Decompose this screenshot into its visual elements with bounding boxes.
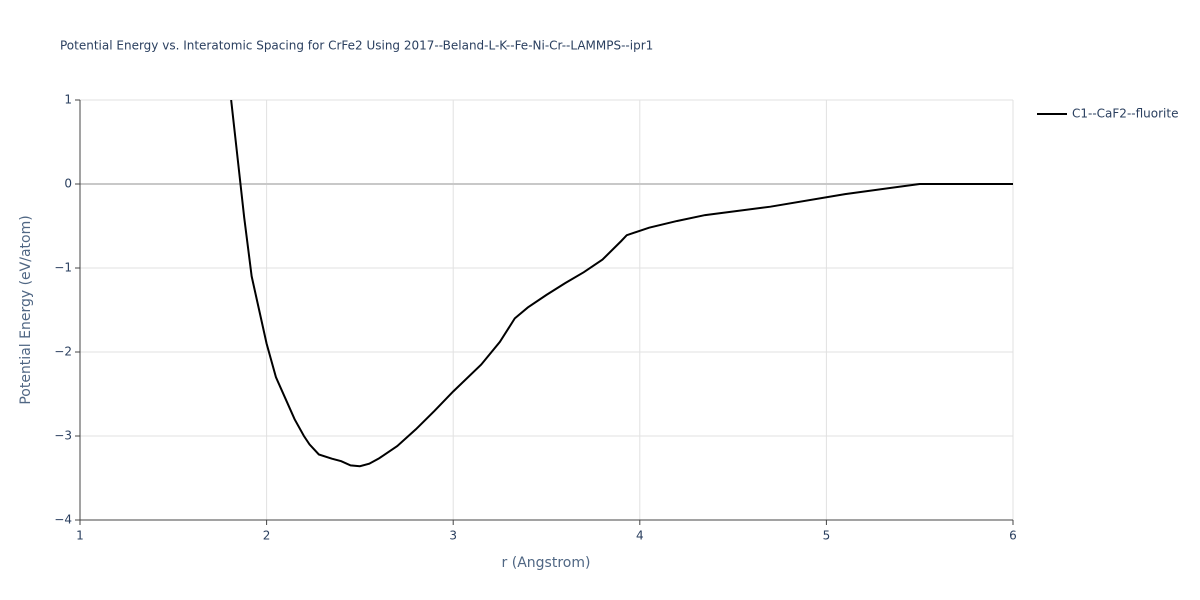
legend: C1--CaF2--fluorite bbox=[1037, 107, 1178, 121]
series-line bbox=[230, 100, 1013, 468]
y-axis-title: Potential Energy (eV/atom) bbox=[18, 215, 34, 404]
x-tick-label: 2 bbox=[263, 529, 271, 543]
chart-title: Potential Energy vs. Interatomic Spacing… bbox=[60, 39, 653, 53]
y-tick-label: −2 bbox=[54, 345, 72, 359]
plot-area bbox=[230, 100, 1013, 468]
x-tick-label: 4 bbox=[636, 529, 644, 543]
x-tick-label: 3 bbox=[449, 529, 457, 543]
y-tick-label: 1 bbox=[64, 93, 72, 107]
x-tick-label: 6 bbox=[1009, 529, 1017, 543]
y-tick-label: 0 bbox=[64, 177, 72, 191]
x-tick-label: 5 bbox=[823, 529, 831, 543]
y-tick-label: −3 bbox=[54, 429, 72, 443]
y-tick-label: −1 bbox=[54, 261, 72, 275]
x-axis-title: r (Angstrom) bbox=[502, 555, 591, 571]
grid: 1 2 3 4 5 6 −4 −3 −2 −1 0 1 bbox=[54, 93, 1017, 543]
x-tick-label: 1 bbox=[76, 529, 84, 543]
y-tick-label: −4 bbox=[54, 513, 72, 527]
legend-label: C1--CaF2--fluorite bbox=[1072, 107, 1178, 121]
